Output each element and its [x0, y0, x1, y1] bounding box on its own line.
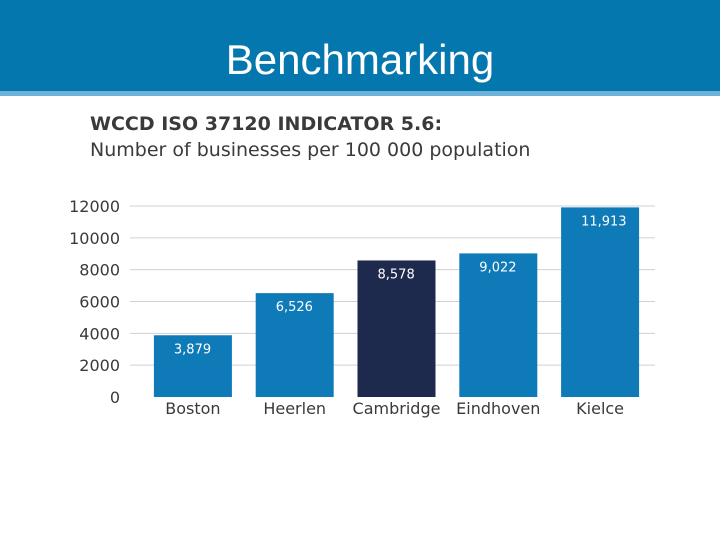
chart-heading: WCCD ISO 37120 INDICATOR 5.6: Number of … [90, 111, 530, 163]
slide-title: Benchmarking [225, 36, 495, 83]
y-tick-label: 10000 [69, 229, 120, 248]
y-tick-label: 6000 [79, 293, 120, 312]
bar [153, 335, 232, 397]
bar-value-label: 8,578 [378, 267, 415, 282]
y-tick-label: 0 [110, 388, 120, 407]
x-category-label: Boston [165, 399, 220, 418]
bar-value-label: 3,879 [174, 342, 211, 357]
slide-header [0, 0, 720, 91]
chart-title: WCCD ISO 37120 INDICATOR 5.6: [90, 113, 443, 135]
y-tick-label: 2000 [79, 356, 120, 375]
y-tick-label: 4000 [79, 324, 120, 343]
bar [255, 293, 334, 397]
chart-subtitle: Number of businesses per 100 000 populat… [90, 139, 531, 161]
x-category-label: Cambridge [353, 399, 441, 418]
bar [459, 253, 538, 397]
bar [561, 207, 640, 397]
x-category-label: Kielce [576, 399, 624, 418]
bar-value-label: 6,526 [276, 300, 313, 315]
bar-value-label: 9,022 [479, 260, 516, 275]
y-tick-label: 8000 [79, 261, 120, 280]
x-category-label: Heerlen [263, 399, 326, 418]
x-category-label: Eindhoven [456, 399, 540, 418]
bar [357, 260, 436, 397]
bar-value-label: 11,913 [581, 214, 627, 229]
y-tick-label: 12000 [69, 197, 120, 216]
header-accent-line [0, 91, 720, 96]
